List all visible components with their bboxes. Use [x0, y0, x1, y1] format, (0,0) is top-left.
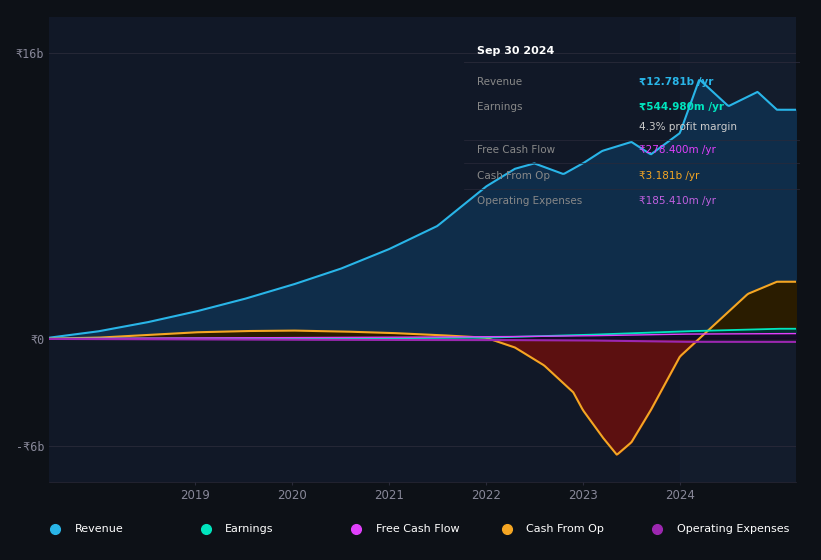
Text: Free Cash Flow: Free Cash Flow — [477, 146, 556, 155]
Text: Revenue: Revenue — [75, 524, 123, 534]
Text: Revenue: Revenue — [477, 77, 522, 87]
Text: Operating Expenses: Operating Expenses — [677, 524, 789, 534]
Text: Operating Expenses: Operating Expenses — [477, 197, 583, 206]
Text: Cash From Op: Cash From Op — [477, 171, 550, 181]
Text: 4.3% profit margin: 4.3% profit margin — [639, 122, 737, 132]
Text: Earnings: Earnings — [225, 524, 273, 534]
Text: ₹12.781b /yr: ₹12.781b /yr — [639, 77, 713, 87]
Text: Earnings: Earnings — [477, 102, 523, 112]
Text: Free Cash Flow: Free Cash Flow — [376, 524, 460, 534]
Text: ₹278.400m /yr: ₹278.400m /yr — [639, 146, 716, 155]
Text: ₹3.181b /yr: ₹3.181b /yr — [639, 171, 699, 181]
Text: Cash From Op: Cash From Op — [526, 524, 604, 534]
Text: ₹185.410m /yr: ₹185.410m /yr — [639, 197, 716, 206]
Text: ₹544.980m /yr: ₹544.980m /yr — [639, 102, 724, 112]
Bar — [680, 17, 796, 482]
Text: Sep 30 2024: Sep 30 2024 — [477, 46, 555, 57]
